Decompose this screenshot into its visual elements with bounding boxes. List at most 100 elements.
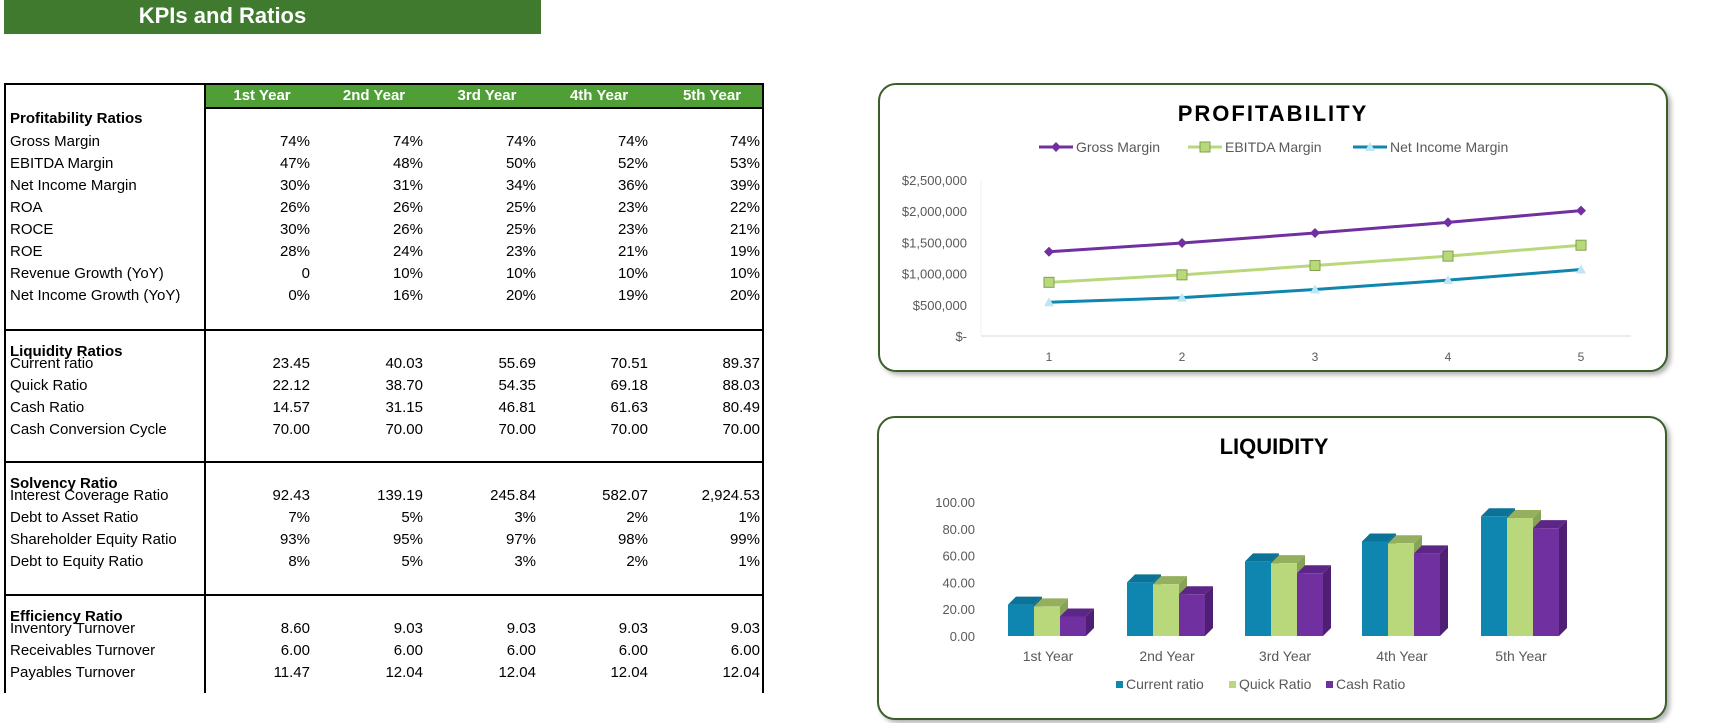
table-row-net-income-margin: Net Income Margin 30% 31% 34% 36% 39%: [6, 175, 762, 197]
data-point-ebitda-margin: [1575, 239, 1587, 251]
cell-1st-year: 14.57: [272, 399, 310, 416]
cell-1st-year: 70.00: [272, 421, 310, 438]
y-tick-label: $1,000,000: [902, 267, 967, 282]
profitability-chart: PROFITABILITY $- $500,000 $1,000,000 $1,500,…: [878, 83, 1668, 372]
legend-label-cash-ratio: Cash Ratio: [1336, 676, 1405, 692]
row-label: Current ratio: [10, 355, 94, 372]
bar-quick-ratio: [1034, 606, 1060, 636]
table-row-roa: ROA 26% 26% 25% 23% 22%: [6, 197, 762, 219]
cell-5th-year: 80.49: [722, 399, 760, 416]
bar-cash-ratio: [1414, 553, 1440, 636]
bar-cash-ratio: [1060, 616, 1086, 636]
legend-marker-net-income-margin: [1365, 142, 1375, 151]
section-divider: [6, 594, 762, 596]
cell-5th-year: 2,924.53: [701, 487, 760, 504]
row-label: Gross Margin: [10, 133, 101, 150]
data-point-gross-margin: [1177, 238, 1187, 249]
cell-5th-year: 53%: [729, 155, 760, 172]
cell-2nd-year: 31.15: [385, 399, 423, 416]
data-point-ebitda-margin: [1043, 276, 1055, 288]
cell-4th-year: 52%: [617, 155, 648, 172]
bar-current-ratio: [1245, 561, 1271, 636]
row-label: Revenue Growth (YoY): [10, 265, 164, 282]
bar-top-cash-ratio: [1179, 586, 1213, 595]
column-header-5: 5th Year: [682, 87, 742, 104]
x-tick-label: 5th Year: [1495, 648, 1547, 664]
data-point-net-income-margin: [1443, 275, 1453, 285]
cell-2nd-year: 10%: [392, 265, 423, 282]
cell-4th-year: 36%: [617, 177, 648, 194]
section-heading-efficiency-ratio: Efficiency Ratio: [10, 608, 123, 625]
cell-4th-year: 69.18: [610, 377, 648, 394]
bar-top-cash-ratio: [1297, 565, 1331, 574]
cell-4th-year: 61.63: [610, 399, 648, 416]
y-tick-label: 40.00: [942, 575, 975, 590]
cell-5th-year: 1%: [738, 553, 760, 570]
cell-1st-year: 74%: [279, 133, 310, 150]
liquidity-chart: LIQUIDITY 0.00 20.00 40.00 60.00 80.00 100.00 1…: [877, 416, 1667, 720]
section-heading-liquidity-ratios: Liquidity Ratios: [10, 343, 123, 360]
chart-title: PROFITABILITY: [1178, 101, 1369, 126]
cell-5th-year: 9.03: [730, 620, 760, 637]
cell-2nd-year: 12.04: [385, 664, 423, 681]
cell-3rd-year: 46.81: [498, 399, 536, 416]
bar-top-quick-ratio: [1034, 598, 1068, 607]
cell-3rd-year: 97%: [505, 531, 536, 548]
cell-1st-year: 22.12: [272, 377, 310, 394]
row-label: Shareholder Equity Ratio: [10, 531, 177, 548]
data-point-gross-margin: [1044, 246, 1054, 257]
bar-top-quick-ratio: [1153, 576, 1187, 585]
bar-top-current-ratio: [1362, 533, 1396, 542]
data-point-gross-margin: [1443, 217, 1453, 228]
bar-top-quick-ratio: [1271, 555, 1305, 564]
row-label: Debt to Asset Ratio: [10, 509, 139, 526]
cell-5th-year: 10%: [729, 265, 760, 282]
cell-3rd-year: 34%: [505, 177, 536, 194]
cell-5th-year: 39%: [729, 177, 760, 194]
section-divider: [6, 461, 762, 463]
cell-4th-year: 98%: [617, 531, 648, 548]
column-header-2: 2nd Year: [342, 87, 406, 104]
profitability-chart-svg: PROFITABILITY $- $500,000 $1,000,000 $1,500,…: [902, 101, 1631, 364]
cell-1st-year: 11.47: [273, 664, 310, 681]
row-label: Cash Conversion Cycle: [10, 421, 167, 438]
cell-1st-year: 26%: [279, 199, 310, 216]
bar-current-ratio: [1481, 516, 1507, 636]
cell-3rd-year: 50%: [505, 155, 536, 172]
cell-2nd-year: 26%: [392, 221, 423, 238]
table-row-net-income-growth-yoy: Net Income Growth (YoY) 0% 16% 20% 19% 20%: [6, 285, 762, 307]
x-tick-label: 3: [1312, 350, 1319, 364]
data-point-gross-margin: [1310, 228, 1320, 239]
table-row-ebitda-margin: EBITDA Margin 47% 48% 50% 52% 53%: [6, 153, 762, 175]
legend-swatch-quick-ratio: [1229, 681, 1236, 688]
bar-cash-ratio: [1533, 528, 1559, 636]
x-tick-label: 1: [1046, 350, 1053, 364]
cell-5th-year: 12.04: [722, 664, 760, 681]
table-row-debt-to-asset-ratio: Debt to Asset Ratio 7% 5% 3% 2% 1%: [6, 507, 762, 529]
cell-3rd-year: 3%: [514, 553, 536, 570]
cell-4th-year: 582.07: [602, 487, 648, 504]
table-row-payables-turnover: Payables Turnover 11.47 12.04 12.04 12.04 12.…: [6, 662, 762, 684]
cell-4th-year: 2%: [626, 509, 648, 526]
cell-3rd-year: 70.00: [498, 421, 536, 438]
cell-2nd-year: 40.03: [385, 355, 423, 372]
bar-top-current-ratio: [1245, 553, 1279, 562]
x-tick-label: 2nd Year: [1139, 648, 1195, 664]
legend-label-net-income-margin: Net Income Margin: [1390, 139, 1508, 155]
legend-marker-ebitda-margin: [1199, 141, 1211, 153]
cell-3rd-year: 6.00: [506, 642, 536, 659]
table-row-interest-coverage-ratio: Interest Coverage Ratio 92.43 139.19 245.84…: [6, 485, 762, 507]
cell-1st-year: 28%: [279, 243, 310, 260]
bar-quick-ratio: [1153, 584, 1179, 636]
cell-2nd-year: 6.00: [393, 642, 423, 659]
bar-top-cash-ratio: [1414, 545, 1448, 554]
legend-label-gross-margin: Gross Margin: [1076, 139, 1160, 155]
data-point-net-income-margin: [1177, 292, 1187, 302]
bar-top-cash-ratio: [1060, 608, 1094, 617]
cell-5th-year: 6.00: [730, 642, 760, 659]
data-point-net-income-margin: [1044, 297, 1054, 307]
legend-marker-gross-margin: [1051, 142, 1061, 152]
x-tick-label: 1st Year: [1023, 648, 1074, 664]
cell-3rd-year: 74%: [505, 133, 536, 150]
cell-4th-year: 23%: [617, 221, 648, 238]
